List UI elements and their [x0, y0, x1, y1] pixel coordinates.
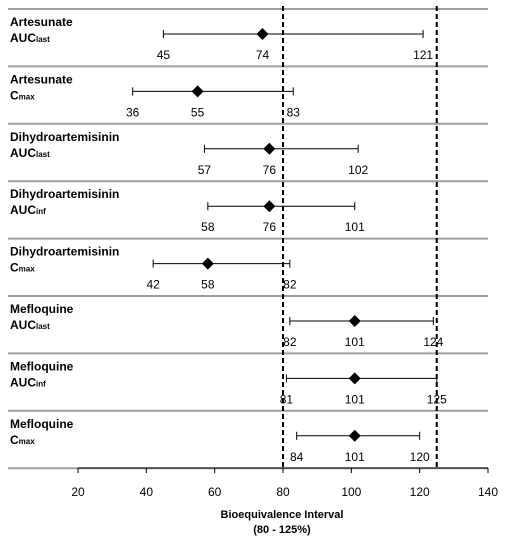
value-label-estimate: 76 [263, 220, 277, 234]
row-label-parameter: AUClast [10, 318, 50, 332]
value-label-lower: 58 [201, 220, 215, 234]
parameter-name: AUC [10, 31, 36, 45]
row-label-parameter: AUCinf [10, 375, 46, 389]
parameter-name: AUC [10, 318, 36, 332]
value-label-lower: 81 [280, 392, 294, 406]
row-label-analyte: Artesunate [10, 72, 73, 86]
parameter-subscript: inf [36, 379, 46, 388]
point-estimate-marker [263, 142, 276, 155]
parameter-name: AUC [10, 375, 36, 389]
x-tick-label: 40 [140, 485, 154, 499]
point-estimate-marker [201, 257, 214, 270]
data-row: Mefloquine AUClast 82 101 124 [10, 302, 444, 349]
data-row: Mefloquine Cmax 84 101 120 [10, 417, 430, 464]
value-label-estimate: 101 [345, 450, 365, 464]
data-row: Mefloquine AUCinf 81 101 125 [10, 359, 447, 406]
row-label-parameter: AUClast [10, 31, 50, 45]
reference-lines [282, 6, 438, 468]
value-label-lower: 42 [146, 278, 160, 292]
data-row: Dihydroartemisinin AUClast 57 76 102 [10, 130, 368, 177]
value-label-upper: 82 [283, 278, 297, 292]
parameter-name: AUC [10, 146, 36, 160]
row-label-analyte: Mefloquine [10, 359, 74, 373]
x-tick-label: 140 [478, 485, 498, 499]
data-row: Dihydroartemisinin Cmax 42 58 82 [10, 245, 297, 292]
value-label-estimate: 76 [263, 163, 277, 177]
parameter-subscript: max [19, 92, 36, 101]
row-label-analyte: Mefloquine [10, 302, 74, 316]
x-tick-label: 80 [276, 485, 290, 499]
parameter-name: C [10, 433, 19, 447]
data-row: Artesunate AUClast 45 74 121 [10, 15, 433, 62]
parameter-name: C [10, 261, 19, 275]
row-label-parameter: Cmax [10, 261, 35, 275]
value-label-upper: 124 [423, 335, 443, 349]
value-label-lower: 36 [126, 105, 140, 119]
value-label-estimate: 55 [191, 105, 205, 119]
row-label-analyte: Dihydroartemisinin [10, 130, 119, 144]
x-tick-label: 120 [410, 485, 430, 499]
row-label-analyte: Mefloquine [10, 417, 74, 431]
value-label-upper: 102 [348, 163, 368, 177]
point-estimate-marker [191, 85, 204, 98]
parameter-subscript: max [19, 265, 36, 274]
point-estimate-marker [348, 372, 361, 385]
value-label-upper: 83 [287, 105, 301, 119]
row-label-parameter: AUCinf [10, 203, 46, 217]
value-label-lower: 57 [198, 163, 212, 177]
row-label-analyte: Dihydroartemisinin [10, 187, 119, 201]
x-axis: 20 40 60 80 100 120 140 [71, 467, 498, 499]
x-axis-title: Bioequivalence Interval [221, 509, 344, 521]
x-tick-label: 100 [341, 485, 361, 499]
row-label-analyte: Dihydroartemisinin [10, 245, 119, 259]
value-label-upper: 101 [345, 220, 365, 234]
value-label-upper: 120 [410, 450, 430, 464]
parameter-subscript: last [36, 150, 50, 159]
value-label-estimate: 101 [345, 392, 365, 406]
row-label-parameter: AUClast [10, 146, 50, 160]
value-label-estimate: 101 [345, 335, 365, 349]
point-estimate-marker [348, 315, 361, 327]
row-separators [8, 8, 488, 470]
value-label-upper: 121 [413, 48, 433, 62]
value-label-lower: 84 [290, 450, 304, 464]
row-label-analyte: Artesunate [10, 15, 73, 29]
parameter-subscript: last [36, 322, 50, 331]
parameter-subscript: max [19, 437, 36, 446]
value-label-lower: 45 [157, 48, 171, 62]
row-label-parameter: Cmax [10, 88, 35, 102]
x-tick-label: 20 [71, 485, 85, 499]
parameter-name: C [10, 88, 19, 102]
point-estimate-marker [256, 28, 269, 40]
value-label-upper: 125 [427, 392, 447, 406]
point-estimate-marker [263, 200, 276, 213]
data-row: Dihydroartemisinin AUCinf 58 76 101 [10, 187, 365, 234]
parameter-name: AUC [10, 203, 36, 217]
parameter-subscript: last [36, 35, 50, 44]
data-row: Artesunate Cmax 36 55 83 [10, 72, 300, 119]
parameter-subscript: inf [36, 207, 46, 216]
row-label-parameter: Cmax [10, 433, 35, 447]
value-label-lower: 82 [283, 335, 297, 349]
point-estimate-marker [348, 429, 361, 442]
value-label-estimate: 74 [256, 48, 270, 62]
x-axis-title-line2: (80 - 125%) [253, 524, 311, 536]
x-tick-label: 60 [208, 485, 222, 499]
value-label-estimate: 58 [201, 278, 215, 292]
